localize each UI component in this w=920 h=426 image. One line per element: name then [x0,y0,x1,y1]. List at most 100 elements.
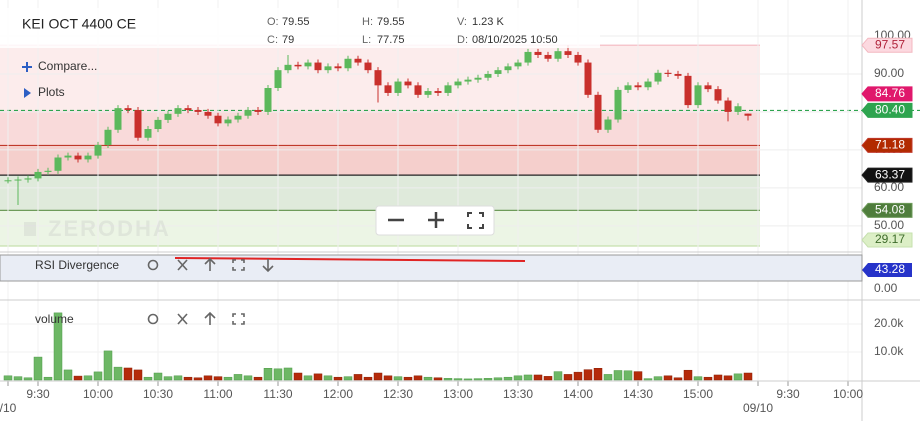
volume-bar [743,372,753,381]
volume-bar [33,356,43,381]
volume-bar [183,376,193,381]
volume-bar [643,378,653,381]
volume-bar [563,374,573,381]
level-label: 63.37 [875,167,905,181]
volume-bar [173,375,183,381]
field-label: O: [267,16,279,28]
candle-body [244,110,252,116]
x-tick-label: 12:00 [323,387,353,401]
volume-bar [723,375,733,381]
candle-body [454,81,462,86]
candle-body [614,89,622,120]
volume-bar [293,372,303,381]
candle-body [594,94,602,130]
volume-bar [323,375,333,381]
volume-bar [53,312,63,381]
volume-bar [203,375,213,381]
candle-body [524,51,532,63]
plots-button[interactable]: Plots [24,85,65,99]
volume-bar [703,376,713,381]
volume-bar [553,371,563,381]
volume-bar [273,368,283,381]
volume-bar [233,374,243,381]
x-tick-label: 09/10 [743,401,773,415]
field-value: 1.23 K [472,16,504,28]
field-label: C: [267,34,278,46]
candle-body [404,81,412,86]
zoom-in[interactable] [428,212,444,228]
candle-body [504,66,512,71]
candle-body [174,108,182,114]
level-label-box [861,167,913,183]
volume-bar [343,376,353,381]
volume-bar [673,377,683,381]
volume-tools[interactable] [147,311,245,325]
level-label-box [861,137,913,153]
candle-body [344,58,352,69]
volume-bar [503,376,513,381]
candle-body [144,129,152,138]
volume-bar [623,370,633,381]
volume-bar [163,376,173,381]
watermark: ZERODHA [24,216,169,241]
candle-body [204,111,212,116]
x-tick-label: 10:30 [143,387,173,401]
candle-body [714,89,722,101]
volume-bar [353,374,363,381]
volume-bar [143,376,153,381]
x-tick-label: 11:30 [263,387,292,401]
volume-bar [133,369,143,381]
volume-bar [423,376,433,381]
candle-body [564,51,572,55]
rsi-tools[interactable] [147,257,274,273]
candle-body [154,119,162,130]
volume-bar [483,378,493,381]
candle-body [214,115,222,124]
grid [0,0,862,386]
x-tick-label: 9:30 [26,387,50,401]
volume-bar [713,374,723,381]
candle-body [24,178,32,180]
candle-body [664,72,672,74]
plots-label[interactable]: Plots [38,85,65,99]
volume-bar [693,376,703,381]
volume-bar [123,367,133,381]
candle-body [134,110,142,138]
candle-body [314,62,322,71]
candle-body [44,170,52,172]
volume-bar [363,376,373,381]
price-zone [0,110,760,146]
compare-button[interactable]: Compare... [22,59,97,73]
candle-body [184,108,192,111]
volume-bar [263,368,273,381]
level-label: 97.57 [875,37,905,51]
candle-body [74,155,82,160]
field-value: 79 [282,34,294,46]
field-label: L: [362,34,371,46]
candle-body [364,62,372,71]
volume-bar [603,374,613,381]
x-tick-label: 9:30 [776,387,800,401]
candle-body [604,119,612,130]
rsi-pane [0,254,863,282]
level-label-box [861,37,913,53]
candle-body [584,62,592,95]
x-tick-label: 11:00 [203,387,232,401]
volume-bar [193,377,203,381]
volume-bar [303,375,313,381]
y-tick-label: 50.00 [874,218,904,232]
volume-bar [223,376,233,381]
x-tick-label: 10:00 [833,387,863,401]
compare-label[interactable]: Compare... [38,59,97,73]
fullscreen[interactable] [467,212,484,229]
volume-bar [383,375,393,381]
zoom-controls [375,205,495,236]
instrument-title: KEI OCT 4400 CE [22,16,136,32]
candle-body [114,108,122,130]
candle-body [704,85,712,90]
volume-bar [633,371,643,381]
volume-bar [683,369,693,381]
candle-body [464,79,472,82]
